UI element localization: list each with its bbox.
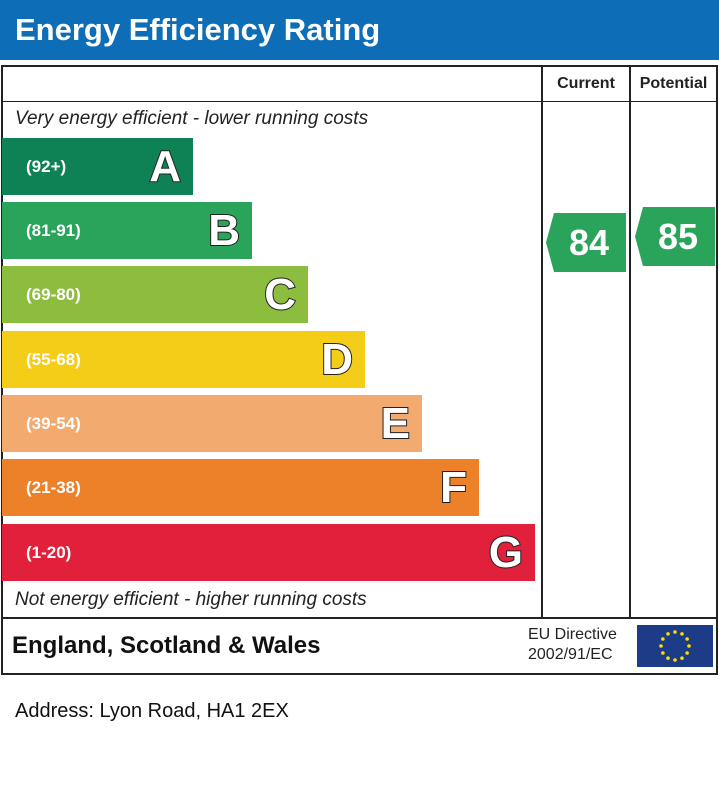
star-icon (661, 651, 665, 655)
band-f: (21-38) F (2, 459, 479, 516)
band-range: (55-68) (26, 350, 81, 369)
divider (1, 65, 718, 67)
band-letter: A (148, 141, 182, 192)
band-b: (81-91) B (2, 202, 252, 259)
band-range: (92+) (26, 157, 67, 176)
divider (1, 101, 718, 102)
divider (716, 65, 718, 675)
star-icon (661, 637, 665, 641)
band-letter: C (263, 269, 297, 320)
column-current: Current (557, 75, 615, 92)
star-icon (673, 658, 677, 662)
address: Address: Lyon Road, HA1 2EX (15, 700, 289, 722)
band-range: (39-54) (26, 414, 81, 433)
star-icon (685, 651, 689, 655)
band-e: (39-54) E (2, 395, 422, 452)
band-letter: G (488, 527, 524, 578)
divider (1, 617, 718, 619)
page-title: Energy Efficiency Rating (0, 0, 719, 60)
star-icon (687, 644, 691, 648)
star-icon (673, 630, 677, 634)
band-g: (1-20) G (2, 524, 535, 581)
directive-line2: 2002/91/EC (528, 646, 613, 663)
eu-flag-icon (637, 625, 713, 667)
current-rating-arrow: 84 (546, 213, 626, 272)
band-range: (1-20) (26, 543, 72, 562)
band-range: (69-80) (26, 285, 81, 304)
star-icon (685, 637, 689, 641)
bottom-note: Not energy efficient - higher running co… (15, 589, 367, 610)
band-letter: E (380, 398, 411, 449)
star-icon (666, 656, 670, 660)
band-c: (69-80) C (2, 266, 308, 323)
star-icon (666, 632, 670, 636)
directive-line1: EU Directive (528, 626, 617, 643)
band-d: (55-68) D (2, 331, 365, 388)
band-letter: B (207, 205, 241, 256)
country-label: England, Scotland & Wales (12, 632, 321, 659)
potential-rating-arrow: 85 (635, 207, 715, 266)
top-note: Very energy efficient - lower running co… (15, 108, 369, 129)
star-icon (680, 632, 684, 636)
band-a: (92+) A (2, 138, 193, 195)
band-letter: D (320, 334, 354, 385)
star-icon (680, 656, 684, 660)
divider (629, 65, 631, 618)
divider (1, 673, 718, 675)
eu-directive: EU Directive 2002/91/EC (528, 625, 617, 665)
star-icon (659, 644, 663, 648)
band-range: (21-38) (26, 478, 81, 497)
column-potential: Potential (639, 75, 708, 92)
band-letter: F (439, 462, 468, 513)
divider (541, 65, 543, 618)
band-range: (81-91) (26, 221, 81, 240)
